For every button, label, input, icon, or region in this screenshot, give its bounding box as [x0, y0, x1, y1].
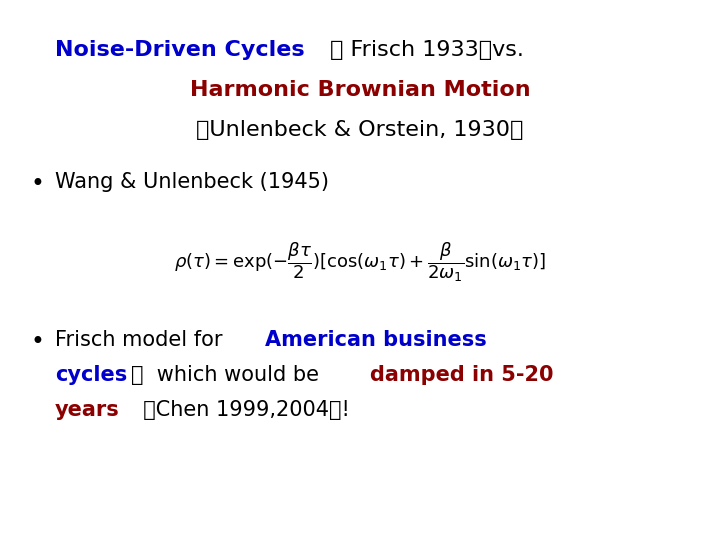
- Text: （Unlenbeck & Orstein, 1930）: （Unlenbeck & Orstein, 1930）: [197, 120, 523, 140]
- Text: Frisch model for: Frisch model for: [55, 330, 229, 350]
- Text: cycles: cycles: [55, 365, 127, 385]
- Text: $\rho(\tau) = \mathrm{exp}(-\dfrac{\beta\tau}{2})[\cos(\omega_1\tau)+\dfrac{\bet: $\rho(\tau) = \mathrm{exp}(-\dfrac{\beta…: [174, 240, 546, 284]
- Text: （Chen 1999,2004）!: （Chen 1999,2004）!: [130, 400, 350, 420]
- Text: years: years: [55, 400, 120, 420]
- Text: damped in 5-20: damped in 5-20: [370, 365, 554, 385]
- Text: American business: American business: [265, 330, 487, 350]
- Text: •: •: [30, 330, 44, 354]
- Text: ，  which would be: ， which would be: [131, 365, 325, 385]
- Text: Wang & Unlenbeck (1945): Wang & Unlenbeck (1945): [55, 172, 329, 192]
- Text: （ Frisch 1933）vs.: （ Frisch 1933）vs.: [330, 40, 524, 60]
- Text: •: •: [30, 172, 44, 196]
- Text: Noise-Driven Cycles: Noise-Driven Cycles: [55, 40, 305, 60]
- Text: Harmonic Brownian Motion: Harmonic Brownian Motion: [189, 80, 531, 100]
